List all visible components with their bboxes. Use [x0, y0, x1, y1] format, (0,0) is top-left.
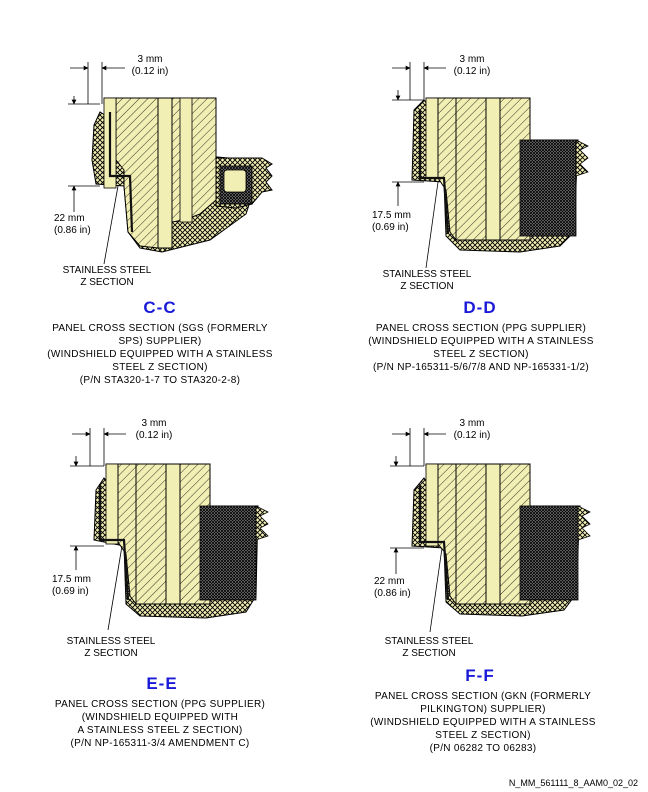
dd-depth-in: (0.69 in) [372, 222, 409, 233]
ff-gap-in: (0.12 in) [453, 430, 491, 441]
dd-caption-line: PANEL CROSS SECTION (PPG SUPPLIER) [375, 323, 587, 334]
ff-depth-dimension: 22 mm (0.86 in) [374, 576, 411, 600]
dd-depth-mm: 17.5 mm [372, 210, 411, 221]
cc-steel-line2: Z SECTION [80, 277, 134, 288]
section-title-cc: C-C [143, 298, 177, 317]
ff-caption-line: PANEL CROSS SECTION (GKN (FORMERLY [374, 691, 592, 702]
ff-caption-line: STEEL Z SECTION) [435, 730, 531, 741]
ee-caption-line: (P/N NP-165311-3/4 AMENDMENT C) [70, 738, 250, 749]
ee-caption-line: A STAINLESS STEEL Z SECTION) [77, 725, 243, 736]
ff-caption-line: PILKINGTON) SUPPLIER) [420, 704, 546, 715]
cc-steel-label: STAINLESS STEEL Z SECTION [52, 265, 162, 289]
cc-caption: PANEL CROSS SECTION (SGS (FORMERLY SPS) … [20, 322, 300, 387]
ff-steel-line1: STAINLESS STEEL [384, 636, 474, 647]
ee-steel-label: STAINLESS STEEL Z SECTION [56, 636, 166, 660]
cc-caption-line: STEEL Z SECTION) [112, 362, 208, 373]
cc-steel-line1: STAINLESS STEEL [62, 265, 152, 276]
ee-gap-in: (0.12 in) [135, 430, 173, 441]
ee-steel-line1: STAINLESS STEEL [66, 636, 156, 647]
dd-gap-dimension: 3 mm (0.12 in) [444, 54, 500, 78]
ff-depth-in: (0.86 in) [374, 588, 411, 599]
section-title-dd: D-D [463, 298, 497, 317]
section-ff-drawing [390, 428, 591, 633]
section-ee-drawing [70, 428, 269, 631]
ff-caption-line: (P/N 06282 TO 06283) [429, 743, 537, 754]
section-title-ff: F-F [465, 666, 495, 685]
cc-caption-line: (WINDSHIELD EQUIPPED WITH A STAINLESS [47, 349, 273, 360]
cc-depth-dimension: 22 mm (0.86 in) [54, 213, 91, 237]
dd-depth-dimension: 17.5 mm (0.69 in) [372, 210, 411, 234]
ff-gap-dimension: 3 mm (0.12 in) [444, 418, 500, 442]
dd-steel-label: STAINLESS STEEL Z SECTION [372, 269, 482, 293]
ff-caption-line: (WINDSHIELD EQUIPPED WITH A STAINLESS [370, 717, 596, 728]
cc-gap-mm: 3 mm [137, 54, 163, 65]
ee-depth-dimension: 17.5 mm (0.69 in) [52, 574, 91, 598]
cc-gap-dimension: 3 mm (0.12 in) [122, 54, 178, 78]
cc-gap-in: (0.12 in) [131, 66, 169, 77]
ff-steel-label: STAINLESS STEEL Z SECTION [374, 636, 484, 660]
ee-gap-mm: 3 mm [141, 418, 167, 429]
dd-gap-mm: 3 mm [459, 54, 485, 65]
ff-depth-mm: 22 mm [374, 576, 405, 587]
ee-steel-line2: Z SECTION [84, 648, 138, 659]
section-dd-drawing [392, 62, 589, 269]
section-cc-drawing [68, 62, 273, 265]
dd-caption-line: (P/N NP-165311-5/6/7/8 AND NP-165331-1/2… [372, 362, 590, 373]
ff-caption: PANEL CROSS SECTION (GKN (FORMERLY PILKI… [338, 690, 628, 755]
cc-depth-mm: 22 mm [54, 213, 85, 224]
ee-caption-line: (WINDSHIELD EQUIPPED WITH [81, 712, 239, 723]
dd-caption: PANEL CROSS SECTION (PPG SUPPLIER) (WIND… [336, 322, 626, 374]
dd-caption-line: STEEL Z SECTION) [433, 349, 529, 360]
dd-steel-line2: Z SECTION [400, 281, 454, 292]
ff-steel-line2: Z SECTION [402, 648, 456, 659]
dd-caption-line: (WINDSHIELD EQUIPPED WITH A STAINLESS [368, 336, 594, 347]
cc-caption-line: (P/N STA320-1-7 TO STA320-2-8) [79, 375, 241, 386]
ee-caption: PANEL CROSS SECTION (PPG SUPPLIER) (WIND… [20, 698, 300, 750]
figure-reference-code: N_MM_561111_8_AAM0_02_02 [508, 778, 638, 788]
ee-depth-in: (0.69 in) [52, 586, 89, 597]
ee-caption-line: PANEL CROSS SECTION (PPG SUPPLIER) [54, 699, 266, 710]
dd-steel-line1: STAINLESS STEEL [382, 269, 472, 280]
ee-depth-mm: 17.5 mm [52, 574, 91, 585]
ff-gap-mm: 3 mm [459, 418, 485, 429]
cc-caption-line: PANEL CROSS SECTION (SGS (FORMERLY [52, 323, 268, 334]
section-title-ee: E-E [146, 674, 178, 693]
cc-caption-line: SPS) SUPPLIER) [118, 336, 202, 347]
cc-depth-in: (0.86 in) [54, 225, 91, 236]
ee-gap-dimension: 3 mm (0.12 in) [126, 418, 182, 442]
dd-gap-in: (0.12 in) [453, 66, 491, 77]
